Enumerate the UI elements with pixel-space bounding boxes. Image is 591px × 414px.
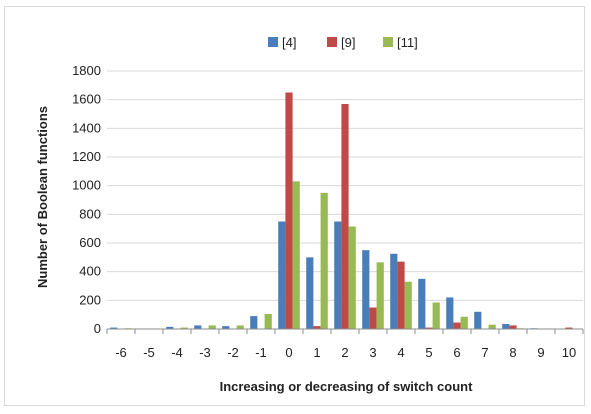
bar-9-10 [565,327,573,329]
bar-11--2 [236,325,244,329]
bar-11--3 [208,325,216,329]
bar-4-0 [278,221,286,329]
legend-swatch [383,37,393,47]
legend-item: [9] [327,35,355,50]
bar-11-7 [488,324,496,329]
bar-11-5 [432,302,440,329]
chart-frame: 0 200 400 600 800 1000 1200 1400 1600 1800 -6 -5 -4 -… [4,6,585,406]
legend-swatch [327,37,337,47]
bar-4-2 [334,221,342,329]
bar-4-1 [306,257,314,329]
bar-11-1 [320,192,328,329]
bar-9-5 [425,327,433,329]
x-tick-label: 2 [341,345,348,360]
bar-9-0 [285,92,293,329]
bar-4-6 [446,297,454,329]
bar-9-2 [341,103,349,329]
y-tick-label: 1800 [72,63,101,78]
y-tick-label: 400 [79,264,101,279]
x-axis-title: Increasing or decreasing of switch count [220,379,474,394]
x-tick-label: -2 [227,345,239,360]
bar-11--1 [264,313,272,329]
x-tick-label: 5 [425,345,432,360]
bar-9-1 [313,326,321,329]
bar-4-7 [474,311,482,329]
x-tick-label: 6 [453,345,460,360]
bars-layer [110,92,573,329]
bar-9-6 [453,322,461,329]
bar-11-6 [460,316,468,329]
bar-4--2 [222,326,230,329]
x-tick-label: 7 [481,345,488,360]
y-tick-label: 1000 [72,178,101,193]
x-tick-label: 0 [285,345,292,360]
x-tick-label: -3 [199,345,211,360]
x-tick-label: 1 [313,345,320,360]
x-tick-label: 4 [397,345,404,360]
bar-9-8 [509,325,517,329]
y-tick-label: 800 [79,206,101,221]
bar-4-3 [362,250,370,329]
bar-4--4 [166,326,174,329]
x-tick-label: 3 [369,345,376,360]
x-tick-label: 9 [537,345,544,360]
bar-11-4 [404,281,412,329]
bar-4--1 [250,316,258,329]
y-tick-label: 0 [94,321,101,336]
x-tick-label: -4 [171,345,183,360]
bar-4-4 [390,253,398,329]
legend-item: [11] [383,35,418,50]
bar-4-8 [502,323,510,329]
bar-11-2 [348,226,356,329]
bar-chart: 0 200 400 600 800 1000 1200 1400 1600 1800 -6 -5 -4 -… [35,35,584,394]
legend-label: [4] [282,35,296,50]
bar-11-3 [376,262,384,329]
bar-11-0 [292,181,300,329]
legend-label: [11] [397,35,418,50]
bar-4-5 [418,278,426,329]
x-tick-label: -5 [143,345,155,360]
x-tick-label: -1 [255,345,267,360]
legend-label: [9] [341,35,355,50]
y-tick-label: 600 [79,235,101,250]
y-tick-label: 1400 [72,120,101,135]
bar-4--3 [194,325,202,329]
legend: [4] [9] [11] [268,35,418,50]
bar-11--4 [180,327,188,329]
x-tick-label: 8 [509,345,516,360]
y-tick-label: 1600 [72,92,101,107]
y-tick-label: 200 [79,292,101,307]
y-axis-title: Number of Boolean functions [35,106,50,288]
axis-layer: 0 200 400 600 800 1000 1200 1400 1600 1800 -6 -5 -4 -… [72,63,584,360]
bar-9-3 [369,307,377,329]
bar-4--6 [110,327,118,329]
bar-9-4 [397,261,405,329]
legend-swatch [268,37,278,47]
x-tick-label: -6 [115,345,127,360]
y-tick-label: 1200 [72,149,101,164]
legend-item: [4] [268,35,296,50]
x-tick-label: 10 [562,345,576,360]
